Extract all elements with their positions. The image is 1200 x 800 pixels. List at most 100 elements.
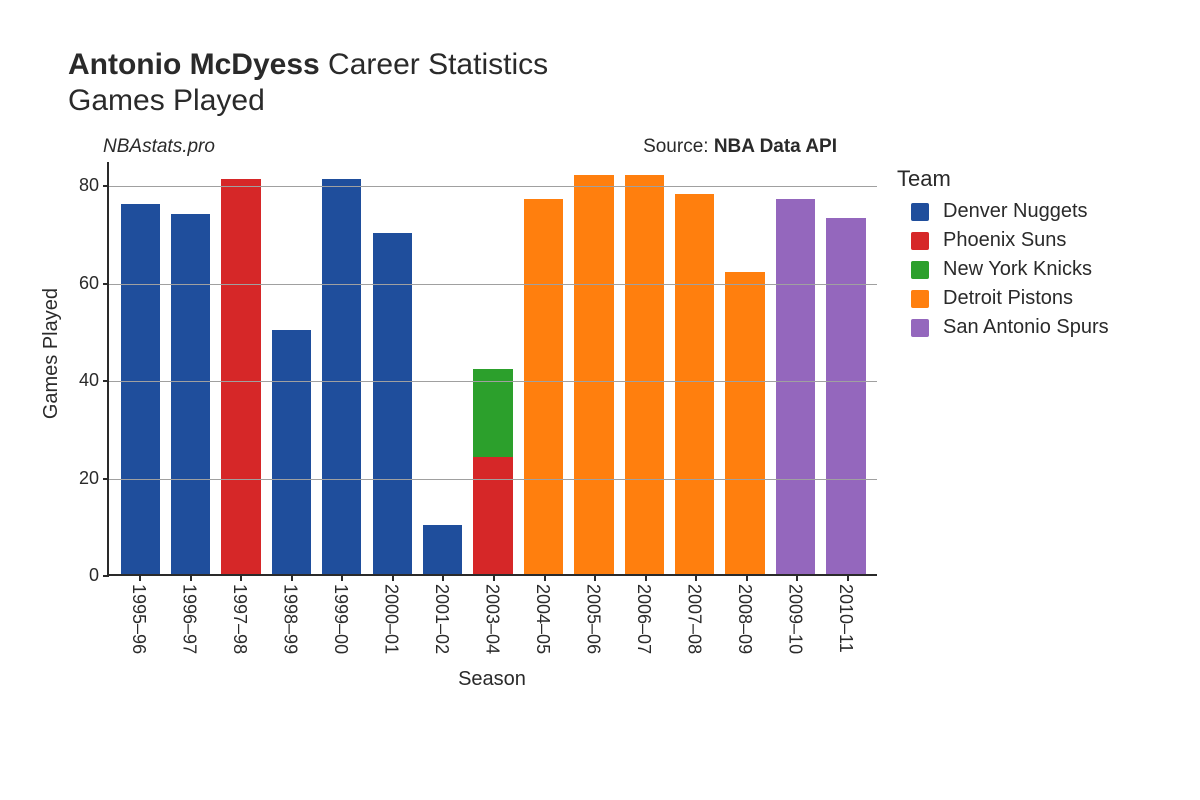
- x-tick-mark: [594, 575, 596, 581]
- legend-label: San Antonio Spurs: [943, 316, 1109, 339]
- x-tick-mark: [341, 575, 343, 581]
- bar-slot: [115, 162, 165, 574]
- legend-swatch: [911, 319, 929, 337]
- x-tick: 1996–97: [178, 584, 199, 654]
- bar-segment: [322, 179, 361, 574]
- legend-label: Phoenix Suns: [943, 229, 1066, 252]
- bar-slot: [216, 162, 266, 574]
- bar-segment: [524, 199, 563, 574]
- legend-item: Denver Nuggets: [897, 200, 1109, 223]
- annotation-right-bold: NBA Data API: [714, 136, 837, 157]
- bar-stack: [725, 272, 764, 574]
- x-tick: 2007–08: [684, 584, 705, 654]
- chart-body: Games Played NBAstats.pro Source: NBA Da…: [40, 136, 1160, 691]
- x-tick: 2005–06: [583, 584, 604, 654]
- legend-swatch: [911, 203, 929, 221]
- grid-line: [109, 186, 877, 187]
- bar-stack: [423, 525, 462, 574]
- x-tick-mark: [746, 575, 748, 581]
- bar-slot: [518, 162, 568, 574]
- bar-stack: [776, 199, 815, 574]
- bar-slot: [669, 162, 719, 574]
- x-tick: 1998–99: [279, 584, 300, 654]
- x-tick-mark: [139, 575, 141, 581]
- bar-slot: [569, 162, 619, 574]
- bar-segment: [423, 525, 462, 574]
- annotation-right: Source: NBA Data API: [643, 136, 837, 158]
- bar-slot: [770, 162, 820, 574]
- annotation-right-prefix: Source:: [643, 136, 714, 157]
- bar-segment: [121, 204, 160, 574]
- x-tick: 1997–98: [229, 584, 250, 654]
- x-tick-mark: [645, 575, 647, 581]
- x-tick: 1995–96: [128, 584, 149, 654]
- x-tick: 2000–01: [380, 584, 401, 654]
- legend-swatch: [911, 232, 929, 250]
- bar-segment: [776, 199, 815, 574]
- x-tick: 2004–05: [532, 584, 553, 654]
- grid-line: [109, 284, 877, 285]
- title-rest: Career Statistics: [320, 48, 548, 81]
- bar-segment: [826, 218, 865, 574]
- annotation-left-text: NBAstats.pro: [103, 136, 215, 157]
- x-tick: 2001–02: [431, 584, 452, 654]
- bar-segment: [625, 175, 664, 574]
- legend-item: San Antonio Spurs: [897, 316, 1109, 339]
- bar-slot: [165, 162, 215, 574]
- x-tick: 1999–00: [330, 584, 351, 654]
- plot-column: NBAstats.pro Source: NBA Data API 020406…: [69, 136, 877, 691]
- chart-title-line1: Antonio McDyess Career Statistics: [68, 48, 1160, 82]
- bar-slot: [720, 162, 770, 574]
- x-tick-mark: [442, 575, 444, 581]
- legend-item: New York Knicks: [897, 258, 1109, 281]
- legend-swatch: [911, 290, 929, 308]
- legend-label: Denver Nuggets: [943, 200, 1088, 223]
- bar-segment: [171, 214, 210, 574]
- chart-title-line2: Games Played: [68, 84, 1160, 118]
- grid-line: [109, 381, 877, 382]
- y-tick-labels: 020406080: [69, 162, 99, 576]
- bar-segment: [675, 194, 714, 574]
- x-tick-mark: [796, 575, 798, 581]
- bar-segment: [574, 175, 613, 574]
- bar-stack: [473, 369, 512, 574]
- bar-stack: [826, 218, 865, 574]
- bar-stack: [675, 194, 714, 574]
- x-tick-labels: 1995–96 1996–97 1997–98 1998–99 1999–00 2000–…: [107, 584, 877, 654]
- bar-stack: [272, 330, 311, 574]
- y-tick: 20: [79, 469, 99, 487]
- bar-stack: [121, 204, 160, 574]
- legend-label: Detroit Pistons: [943, 287, 1073, 310]
- x-tick: 2010–11: [835, 584, 856, 654]
- bar-segment: [473, 369, 512, 457]
- y-tick-mark: [103, 283, 109, 285]
- bar-slot: [821, 162, 871, 574]
- x-axis-label: Season: [107, 668, 877, 691]
- x-tick-mark: [190, 575, 192, 581]
- y-tick: 0: [89, 566, 99, 584]
- chart-title-block: Antonio McDyess Career Statistics Games …: [68, 48, 1160, 118]
- bar-segment: [221, 179, 260, 574]
- y-tick-mark: [103, 575, 109, 577]
- legend-label: New York Knicks: [943, 258, 1092, 281]
- x-tick-mark: [695, 575, 697, 581]
- bar-slot: [367, 162, 417, 574]
- x-tick: 2006–07: [633, 584, 654, 654]
- y-tick: 80: [79, 176, 99, 194]
- legend-item: Detroit Pistons: [897, 287, 1109, 310]
- bar-segment: [473, 457, 512, 574]
- legend-title: Team: [897, 166, 1109, 192]
- x-tick-mark: [291, 575, 293, 581]
- x-ticks-row: 1995–96 1996–97 1997–98 1998–99 1999–00 2000–…: [69, 576, 877, 654]
- title-bold: Antonio McDyess: [68, 48, 320, 81]
- bar-slot: [417, 162, 467, 574]
- bar-stack: [171, 214, 210, 574]
- legend: Team Denver Nuggets Phoenix Suns New York …: [897, 166, 1109, 345]
- bar-stack: [625, 175, 664, 574]
- x-tick-mark: [847, 575, 849, 581]
- bar-slot: [619, 162, 669, 574]
- annotation-left: NBAstats.pro: [103, 136, 215, 158]
- bar-slot: [266, 162, 316, 574]
- x-tick-mark: [493, 575, 495, 581]
- legend-item: Phoenix Suns: [897, 229, 1109, 252]
